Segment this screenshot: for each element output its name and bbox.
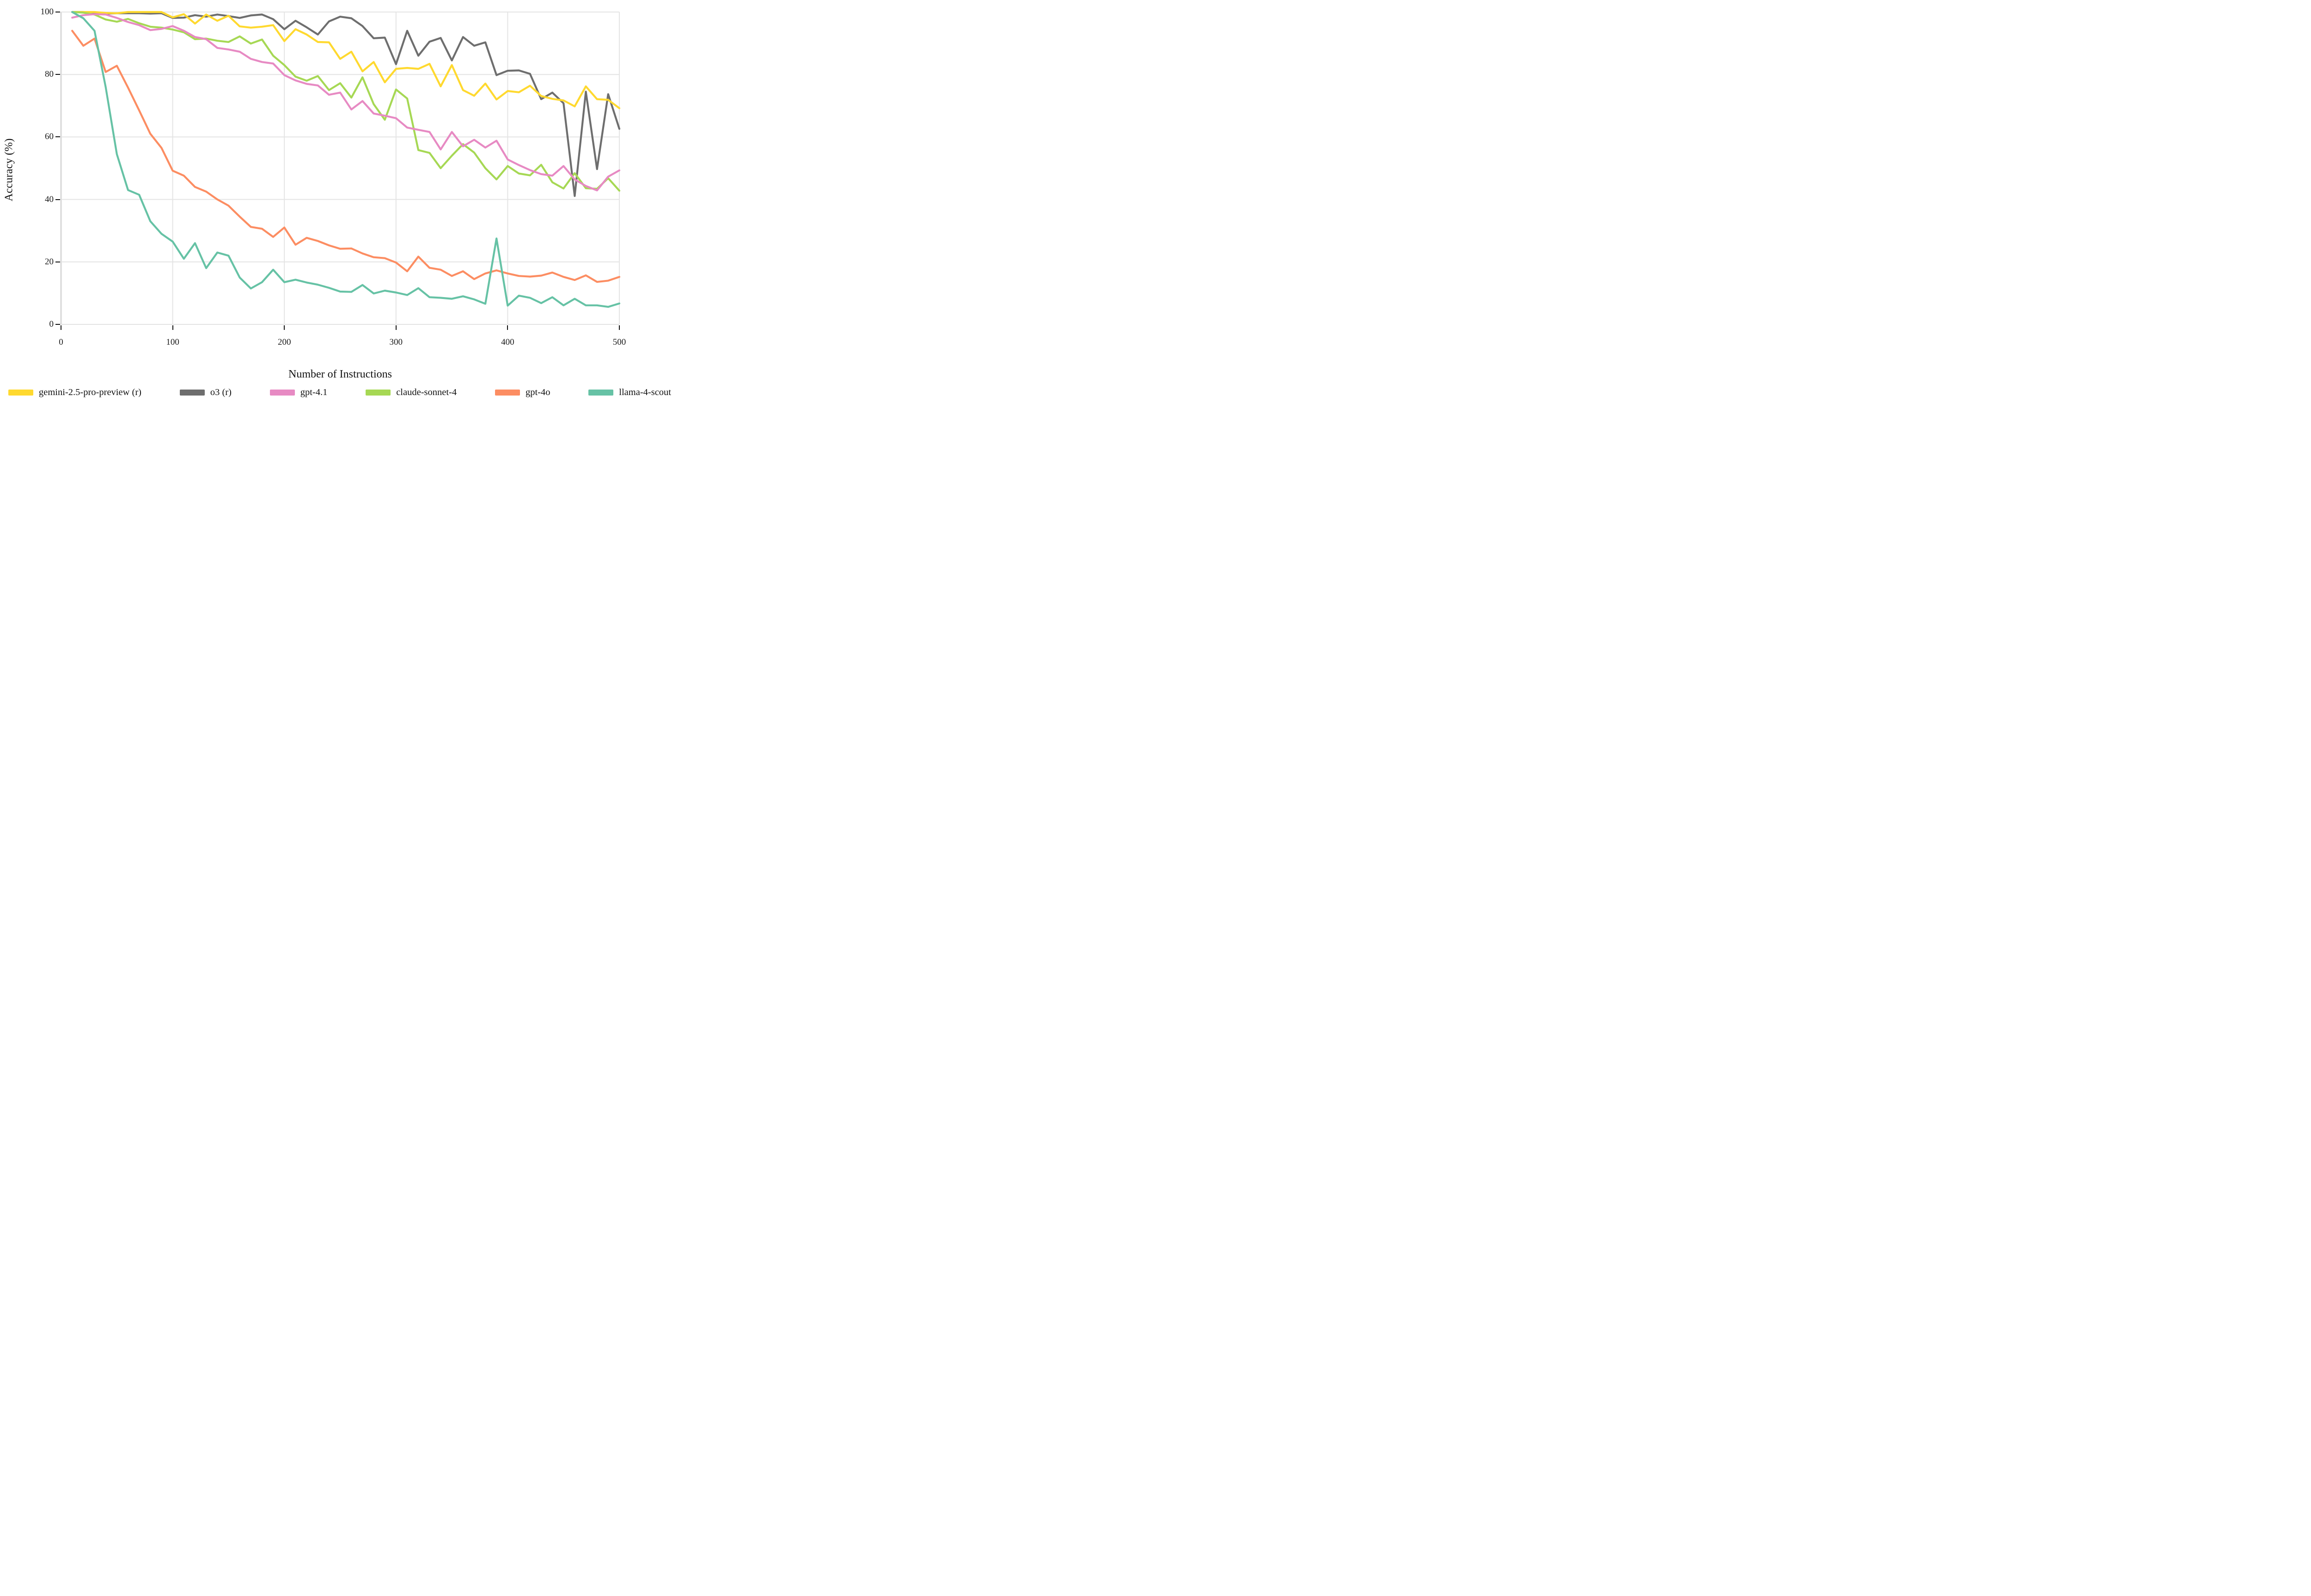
legend: gemini-2.5-pro-preview (r) o3 (r) gpt-4.…	[8, 387, 671, 398]
series-line-llama-4-scout	[71, 11, 621, 308]
y-tick-mark	[55, 199, 60, 200]
plot-svg	[60, 11, 621, 325]
y-tick-mark	[55, 136, 60, 138]
legend-item-llama-4-scout: llama-4-scout	[588, 387, 671, 398]
y-tick-label: 80	[45, 69, 54, 79]
x-tick-label: 300	[389, 337, 403, 347]
series-line-o3 (r)	[71, 11, 621, 197]
legend-item-gemini-2-5-pro-preview: gemini-2.5-pro-preview (r)	[8, 387, 141, 398]
x-tick-mark	[395, 325, 397, 330]
y-tick-label: 40	[45, 194, 54, 204]
x-tick-mark	[172, 325, 173, 330]
legend-swatch-o3-icon	[179, 390, 205, 396]
x-tick-mark	[619, 325, 620, 330]
line-chart-figure: Accuracy (%) 0 20 40 60 80 100 0 100 200 300 400 5…	[0, 0, 673, 399]
series-line-gpt-4.1	[71, 13, 621, 192]
legend-swatch-gpt41-icon	[269, 390, 295, 396]
legend-label: claude-sonnet-4	[396, 387, 457, 397]
x-tick-label: 0	[59, 337, 63, 347]
legend-item-gpt-4o: gpt-4o	[495, 387, 550, 398]
y-tick-mark	[55, 324, 60, 325]
x-tick-label: 100	[166, 337, 179, 347]
legend-item-claude-sonnet-4: claude-sonnet-4	[366, 387, 457, 398]
legend-item-gpt-4-1: gpt-4.1	[269, 387, 328, 398]
x-tick-label: 200	[277, 337, 291, 347]
x-tick-mark	[507, 325, 508, 330]
series-line-gpt-4o	[71, 30, 621, 283]
legend-label: gpt-4.1	[300, 387, 328, 397]
y-tick-label: 60	[45, 132, 54, 142]
legend-item-o3: o3 (r)	[179, 387, 232, 398]
y-axis-title: Accuracy (%)	[3, 138, 15, 201]
x-tick-label: 400	[501, 337, 514, 347]
legend-swatch-gpt4o-icon	[495, 390, 520, 396]
y-tick-label: 20	[45, 256, 54, 267]
x-axis-title: Number of Instructions	[288, 368, 392, 380]
legend-label: o3 (r)	[210, 387, 232, 397]
x-tick-mark	[284, 325, 285, 330]
legend-label: gemini-2.5-pro-preview (r)	[39, 387, 141, 397]
series-line-gemini-2.5-pro-preview (r)	[71, 11, 621, 110]
y-tick-label: 100	[40, 7, 54, 17]
y-tick-mark	[55, 74, 60, 75]
legend-label: llama-4-scout	[619, 387, 671, 397]
x-tick-label: 500	[612, 337, 626, 347]
legend-swatch-llama-icon	[588, 390, 614, 396]
legend-swatch-gemini-icon	[8, 390, 33, 396]
legend-swatch-claude-icon	[366, 390, 391, 396]
y-tick-label: 0	[49, 319, 54, 329]
plot-area	[60, 11, 621, 325]
legend-label: gpt-4o	[525, 387, 550, 397]
